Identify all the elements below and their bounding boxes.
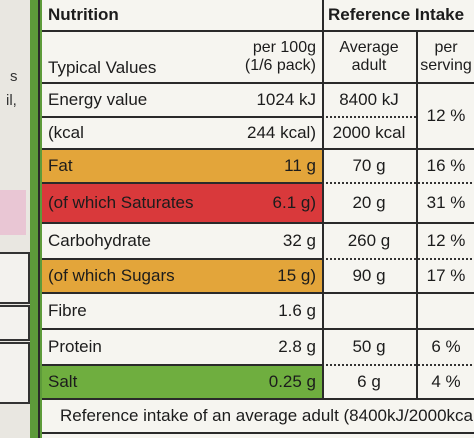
dotted-divider <box>322 116 416 118</box>
nutrient-name: Energy value <box>48 90 148 109</box>
divider <box>40 398 474 400</box>
per100-value: 11 g <box>284 156 316 175</box>
adult-value: 6 g <box>357 372 381 391</box>
table-row: (kcal 244 kcal) 2000 kcal <box>40 118 474 148</box>
adult-value: 20 g <box>352 193 386 212</box>
reference-footnote: Reference intake of an average adult (84… <box>60 406 474 425</box>
column-divider <box>416 30 418 398</box>
per100-value: 2.8 g <box>278 337 316 356</box>
adult-value: 260 g <box>347 231 391 250</box>
divider <box>40 222 474 224</box>
nutrient-name: Carbohydrate <box>48 231 152 250</box>
divider <box>40 292 474 294</box>
divider <box>40 116 322 118</box>
side-text-fragment: il, <box>6 92 17 109</box>
serving-value: 16 % <box>426 156 466 175</box>
nutrition-title: Nutrition <box>48 5 119 24</box>
footer-row: Reference intake of an average adult (84… <box>40 400 474 432</box>
adult-value: 2000 kcal <box>332 123 406 142</box>
table-row: Fat 11 g 70 g 16 % <box>40 150 474 182</box>
per100-value: 244 kcal) <box>247 123 316 142</box>
per-serving-header: per serving <box>416 32 474 82</box>
divider <box>40 364 322 366</box>
per100-value: 6.1 g) <box>272 193 316 212</box>
per100-value: 32 g <box>282 231 316 250</box>
table-row: (of which Sugars 15 g) 90 g 17 % <box>40 260 474 292</box>
divider <box>40 82 474 84</box>
divider <box>40 182 322 184</box>
serving-value: 12 % <box>426 231 466 250</box>
table-row: (of which Saturates 6.1 g) 20 g 31 % <box>40 184 474 222</box>
adult-value: 50 g <box>352 337 386 356</box>
table-row: Carbohydrate 32 g 260 g 12 % <box>40 224 474 258</box>
pink-block <box>0 190 26 235</box>
divider <box>40 148 474 150</box>
per100-line2: (1/6 pack) <box>244 57 316 74</box>
serving-line1: per <box>434 39 458 56</box>
side-box <box>0 252 30 304</box>
adjacent-panel: s il, <box>0 0 38 438</box>
side-box <box>0 342 30 404</box>
adult-value: 70 g <box>352 156 386 175</box>
table-row: Energy value 1024 kJ 8400 kJ <box>40 84 474 116</box>
serving-value: 12 % <box>426 106 466 125</box>
nutrient-name: Fat <box>48 156 73 175</box>
serving-value: 6 % <box>431 337 461 356</box>
dotted-divider <box>322 258 474 260</box>
per100-line1: per 100g <box>252 39 316 56</box>
dotted-divider <box>322 182 474 184</box>
table-row-fat-highlight <box>40 150 322 182</box>
per100-value: 15 g) <box>277 266 316 285</box>
average-adult-header: Average adult <box>322 32 416 82</box>
nutrient-name: (of which Sugars <box>48 266 175 285</box>
column-divider <box>322 0 324 398</box>
serving-line2: serving <box>420 57 472 74</box>
adult-value: 90 g <box>352 266 386 285</box>
nutrient-name: (of which Saturates <box>48 193 194 212</box>
table-row: Protein 2.8 g 50 g 6 % <box>40 330 474 364</box>
per100-value: 0.25 g <box>268 372 316 391</box>
divider <box>40 258 322 260</box>
nutrient-name: Salt <box>48 372 78 391</box>
nutrient-name: Fibre <box>48 301 87 320</box>
serving-value: 17 % <box>426 266 466 285</box>
green-edge <box>40 0 42 438</box>
side-text-fragment: s <box>10 68 18 85</box>
reference-intake-title: Reference Intake <box>328 5 465 24</box>
per100-header: per 100g (1/6 pack) <box>210 32 322 82</box>
per100-value: 1.6 g <box>278 301 316 320</box>
title-row: Nutrition Reference Intake <box>40 0 474 30</box>
column-header-row: Typical Values per 100g (1/6 pack) Avera… <box>40 32 474 82</box>
table-row-sugars-highlight <box>40 260 322 292</box>
adult-value: 8400 kJ <box>339 90 399 109</box>
avg-line2: adult <box>351 57 387 74</box>
side-box <box>0 305 30 341</box>
green-border <box>30 0 38 438</box>
per100-value: 1024 kJ <box>256 90 316 109</box>
nutrient-name: Protein <box>48 337 102 356</box>
divider <box>40 432 474 434</box>
table-row-salt-highlight <box>40 366 322 398</box>
divider <box>40 30 474 32</box>
divider <box>40 328 474 330</box>
table-row-saturates-highlight <box>40 184 322 222</box>
nutrition-table: Nutrition Reference Intake Typical Value… <box>38 0 474 438</box>
serving-value: 31 % <box>426 193 466 212</box>
table-row: Salt 0.25 g 6 g 4 % <box>40 366 474 398</box>
serving-value: 4 % <box>431 372 461 391</box>
dotted-divider <box>322 364 474 366</box>
typical-values-header: Typical Values <box>48 58 157 77</box>
nutrient-name: (kcal <box>48 123 84 142</box>
table-row: Fibre 1.6 g <box>40 294 474 328</box>
avg-line1: Average <box>339 39 399 56</box>
